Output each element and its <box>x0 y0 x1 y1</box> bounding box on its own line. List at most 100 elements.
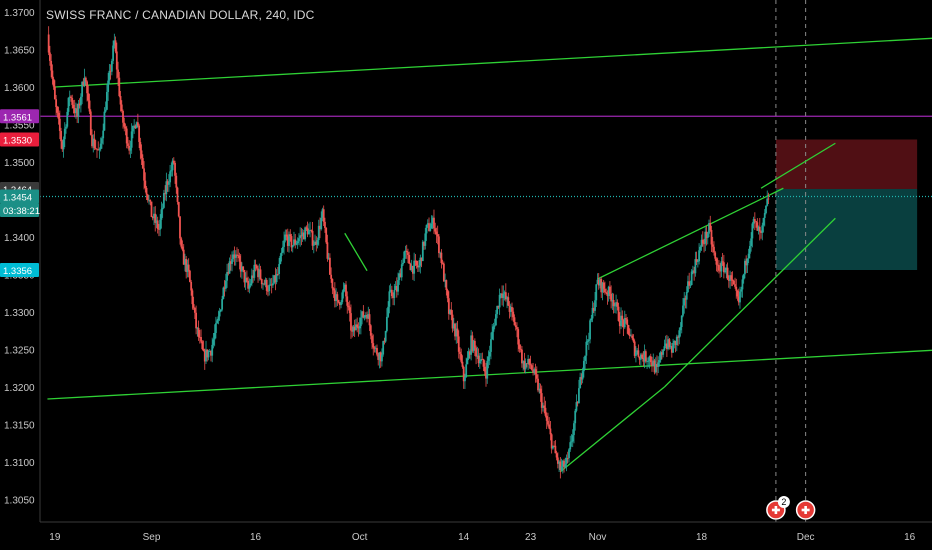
candle-body <box>538 388 541 391</box>
candle-body <box>205 349 207 362</box>
candle-body <box>556 457 559 464</box>
candle-body <box>393 290 396 298</box>
candle-body <box>574 410 577 424</box>
candle-body <box>319 225 321 230</box>
candle-body <box>729 275 731 281</box>
candle-body <box>615 302 617 306</box>
candle-body <box>227 272 230 274</box>
candle-body <box>675 336 678 345</box>
candle-body <box>148 200 150 201</box>
candle-body <box>711 244 714 247</box>
candle-body <box>387 306 390 317</box>
candle-body <box>312 245 315 246</box>
candle-body <box>119 96 122 105</box>
candle-body <box>412 265 414 274</box>
candle-body <box>600 278 603 293</box>
candle-body <box>384 331 387 342</box>
candle-body <box>477 355 480 364</box>
candle-body <box>314 241 316 246</box>
candle-body <box>207 351 210 358</box>
candle-body <box>573 423 575 436</box>
candle-body <box>639 354 642 360</box>
candle-body <box>130 131 133 148</box>
candle-body <box>390 289 393 297</box>
candle-body <box>670 346 673 353</box>
candle-body <box>497 306 500 308</box>
candle-body <box>82 81 85 86</box>
candle-body <box>722 262 725 273</box>
candle-body <box>149 200 152 202</box>
candle-body <box>223 287 226 289</box>
candle-body <box>410 265 413 271</box>
candle-body <box>685 291 688 300</box>
candle-body <box>329 257 331 275</box>
candle-body <box>49 52 51 61</box>
candle-body <box>580 377 583 380</box>
candle-body <box>648 356 651 361</box>
candle-body <box>182 249 185 265</box>
event-plus-v <box>774 506 778 514</box>
candle-body <box>259 269 262 280</box>
candle-body <box>544 407 547 416</box>
candle-body <box>641 354 643 358</box>
candle-body <box>317 225 320 241</box>
candle-body <box>305 227 308 229</box>
candle-body <box>638 356 641 360</box>
candle-body <box>419 257 422 266</box>
candle-body <box>528 358 531 365</box>
candle-body <box>518 344 521 349</box>
candle-body <box>66 111 69 127</box>
trend-line <box>663 217 836 388</box>
candle-body <box>153 213 155 219</box>
candle-body <box>65 126 67 129</box>
candle-body <box>165 181 168 195</box>
candle-body <box>625 317 627 320</box>
candle-body <box>486 360 489 379</box>
candle-body <box>93 138 96 149</box>
candle-body <box>506 297 508 300</box>
candle-body <box>117 69 119 78</box>
candle-body <box>371 335 373 344</box>
candle-body <box>298 238 300 242</box>
candle-body <box>451 314 454 329</box>
candle-body <box>421 241 424 262</box>
trend-line <box>344 232 368 272</box>
candle-body <box>513 317 516 326</box>
candle-body <box>366 315 368 319</box>
candle-body <box>145 187 148 195</box>
candle-body <box>618 320 621 327</box>
candle-body <box>197 327 200 337</box>
candle-body <box>379 352 382 362</box>
candle-body <box>495 314 497 326</box>
candle-body <box>333 290 336 301</box>
candle-body <box>643 351 646 362</box>
candle-body <box>362 311 365 318</box>
candle-body <box>621 315 624 320</box>
candle-body <box>381 354 383 362</box>
candle-body <box>416 265 419 268</box>
candle-body <box>118 77 121 97</box>
candle-body <box>123 122 126 127</box>
candle-body <box>519 348 522 350</box>
candle-body <box>468 351 471 355</box>
candle-body <box>294 239 297 245</box>
price-label-bg <box>0 263 39 277</box>
candle-body <box>585 341 588 356</box>
candle-body <box>591 307 594 319</box>
candle-body <box>62 139 65 150</box>
candle-body <box>706 233 709 239</box>
candle-body <box>71 98 74 105</box>
candle-body <box>554 445 557 454</box>
candle-body <box>151 217 154 219</box>
candle-body <box>342 289 345 293</box>
candle-body <box>761 225 764 233</box>
candle-body <box>454 323 456 337</box>
candle-body <box>237 255 240 256</box>
candle-body <box>326 242 329 259</box>
candle-body <box>439 252 442 254</box>
candle-body <box>166 181 169 185</box>
candle-body <box>252 275 254 278</box>
candle-body <box>324 221 326 228</box>
candle-body <box>208 351 211 352</box>
